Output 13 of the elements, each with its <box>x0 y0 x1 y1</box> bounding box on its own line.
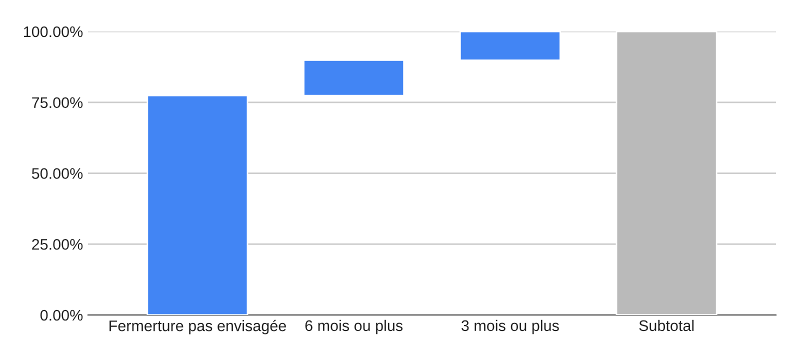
y-tick-label: 0.00% <box>40 310 83 321</box>
bar <box>303 59 405 96</box>
bar <box>459 32 561 61</box>
bar <box>616 32 718 315</box>
y-tick-label: 50.00% <box>32 168 83 179</box>
x-tick-label: 3 mois ou plus <box>462 320 559 334</box>
x-tick-label: Subtotal <box>639 320 694 332</box>
bar <box>146 94 248 315</box>
y-tick-label: 100.00% <box>24 26 83 38</box>
y-tick-label: 25.00% <box>32 238 83 250</box>
x-tick-label: Fermerture pas envisagée <box>110 320 286 334</box>
y-tick-label: 75.00% <box>32 97 83 108</box>
x-tick-label: 6 mois ou plus <box>305 320 403 334</box>
